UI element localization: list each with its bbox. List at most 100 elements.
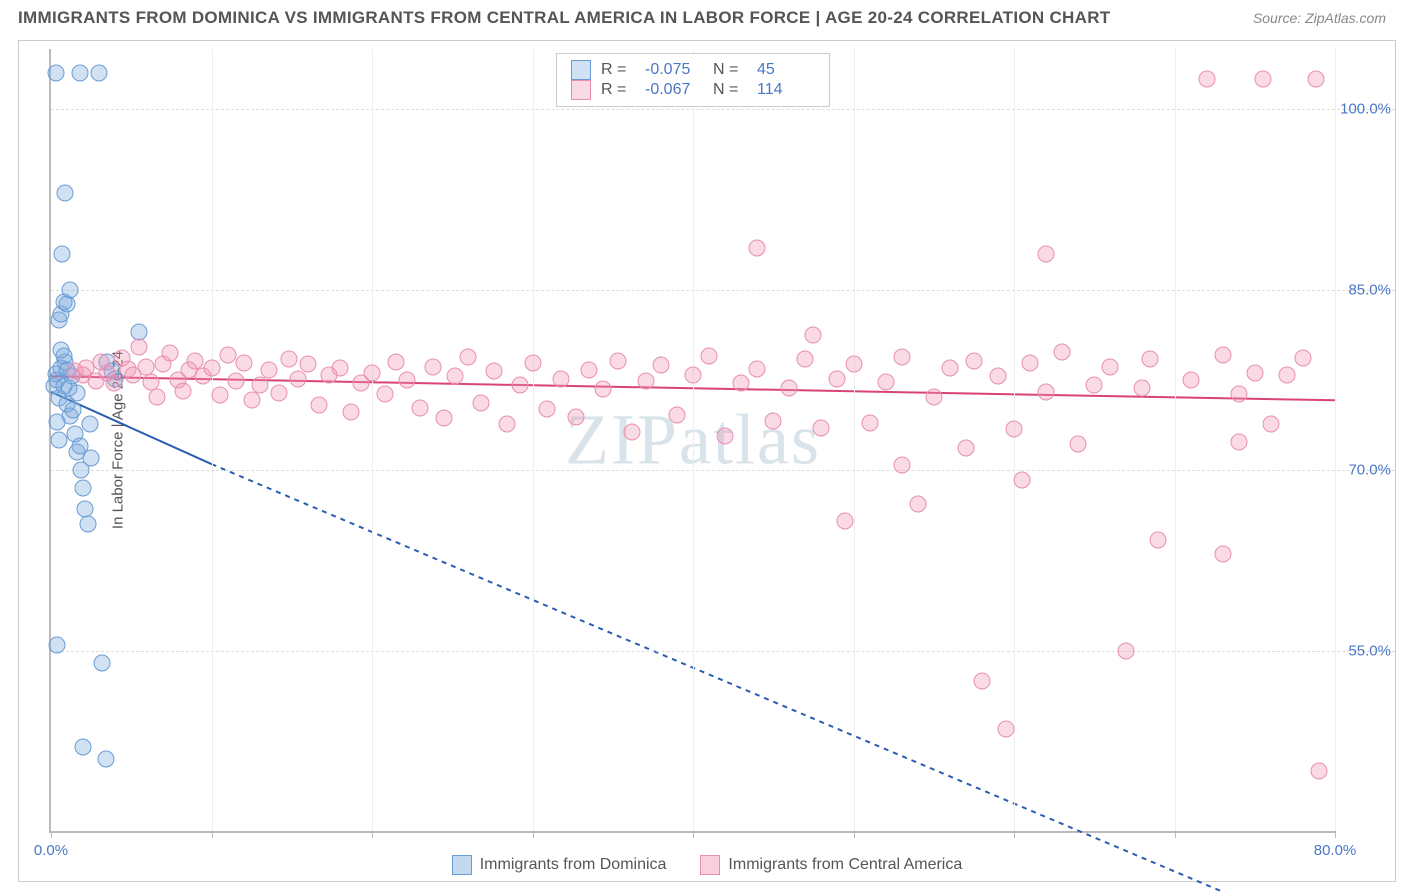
data-point bbox=[1307, 71, 1324, 88]
data-point bbox=[909, 495, 926, 512]
gridline-v bbox=[693, 49, 694, 831]
data-point bbox=[925, 388, 942, 405]
data-point bbox=[1118, 642, 1135, 659]
legend-swatch bbox=[452, 855, 472, 875]
x-tick-mark bbox=[854, 831, 855, 838]
plot-area: In Labor Force | Age 20-24 ZIPatlas R = … bbox=[49, 49, 1335, 833]
data-point bbox=[91, 65, 108, 82]
data-point bbox=[580, 362, 597, 379]
data-point bbox=[624, 423, 641, 440]
data-point bbox=[813, 419, 830, 436]
data-point bbox=[388, 353, 405, 370]
data-point bbox=[893, 457, 910, 474]
data-point bbox=[989, 368, 1006, 385]
data-point bbox=[829, 370, 846, 387]
x-tick-mark bbox=[533, 831, 534, 838]
data-point bbox=[511, 376, 528, 393]
r-label: R = bbox=[601, 81, 635, 99]
data-point bbox=[781, 380, 798, 397]
data-point bbox=[1182, 371, 1199, 388]
data-point bbox=[447, 368, 464, 385]
data-point bbox=[75, 480, 92, 497]
data-point bbox=[524, 355, 541, 372]
header-bar: IMMIGRANTS FROM DOMINICA VS IMMIGRANTS F… bbox=[0, 0, 1406, 32]
gridline-h bbox=[51, 470, 1395, 471]
data-point bbox=[1142, 351, 1159, 368]
data-point bbox=[68, 385, 85, 402]
data-point bbox=[973, 672, 990, 689]
data-point bbox=[1086, 376, 1103, 393]
x-tick-mark bbox=[212, 831, 213, 838]
gridline-v bbox=[372, 49, 373, 831]
data-point bbox=[243, 392, 260, 409]
y-tick-label: 100.0% bbox=[1340, 101, 1391, 118]
data-point bbox=[609, 352, 626, 369]
y-tick-label: 55.0% bbox=[1348, 642, 1391, 659]
data-point bbox=[965, 352, 982, 369]
source-label: Source: ZipAtlas.com bbox=[1253, 10, 1386, 26]
data-point bbox=[79, 516, 96, 533]
data-point bbox=[251, 376, 268, 393]
data-point bbox=[668, 406, 685, 423]
data-point bbox=[1038, 383, 1055, 400]
data-point bbox=[65, 401, 82, 418]
data-point bbox=[1310, 762, 1327, 779]
data-point bbox=[1054, 344, 1071, 361]
data-point bbox=[957, 440, 974, 457]
data-point bbox=[299, 356, 316, 373]
data-point bbox=[941, 359, 958, 376]
x-tick-mark bbox=[1014, 831, 1015, 838]
data-point bbox=[638, 373, 655, 390]
data-point bbox=[97, 750, 114, 767]
gridline-h bbox=[51, 109, 1395, 110]
data-point bbox=[331, 359, 348, 376]
legend-swatch bbox=[571, 60, 591, 80]
x-tick-mark bbox=[1335, 831, 1336, 838]
gridline-v bbox=[1335, 49, 1336, 831]
data-point bbox=[270, 385, 287, 402]
data-point bbox=[1102, 358, 1119, 375]
data-point bbox=[203, 359, 220, 376]
data-point bbox=[1014, 471, 1031, 488]
data-point bbox=[399, 371, 416, 388]
data-point bbox=[1214, 546, 1231, 563]
series-legend: Immigrants from Dominica Immigrants from… bbox=[19, 855, 1395, 875]
data-point bbox=[343, 404, 360, 421]
data-point bbox=[261, 362, 278, 379]
correlation-legend: R = -0.075 N = 45 R = -0.067 N = 114 bbox=[556, 53, 830, 107]
data-point bbox=[137, 358, 154, 375]
data-point bbox=[685, 367, 702, 384]
data-point bbox=[57, 185, 74, 202]
correlation-row: R = -0.075 N = 45 bbox=[571, 60, 815, 80]
r-value: -0.075 bbox=[645, 61, 703, 79]
data-point bbox=[765, 412, 782, 429]
data-point bbox=[1022, 355, 1039, 372]
gridline-h bbox=[51, 290, 1395, 291]
data-point bbox=[376, 386, 393, 403]
data-point bbox=[733, 375, 750, 392]
data-point bbox=[174, 382, 191, 399]
x-tick-mark bbox=[51, 831, 52, 838]
data-point bbox=[652, 357, 669, 374]
data-point bbox=[460, 348, 477, 365]
data-point bbox=[805, 327, 822, 344]
data-point bbox=[498, 416, 515, 433]
data-point bbox=[837, 512, 854, 529]
data-point bbox=[538, 400, 555, 417]
x-tick-mark bbox=[693, 831, 694, 838]
legend-swatch bbox=[700, 855, 720, 875]
data-point bbox=[280, 351, 297, 368]
data-point bbox=[893, 348, 910, 365]
data-point bbox=[49, 413, 66, 430]
n-value: 45 bbox=[757, 61, 815, 79]
data-point bbox=[131, 339, 148, 356]
data-point bbox=[148, 388, 165, 405]
data-point bbox=[567, 409, 584, 426]
chart-title: IMMIGRANTS FROM DOMINICA VS IMMIGRANTS F… bbox=[18, 8, 1110, 28]
legend-swatch bbox=[571, 80, 591, 100]
legend-label: Immigrants from Dominica bbox=[480, 856, 667, 874]
data-point bbox=[1254, 71, 1271, 88]
data-point bbox=[47, 65, 64, 82]
data-point bbox=[717, 428, 734, 445]
data-point bbox=[749, 361, 766, 378]
